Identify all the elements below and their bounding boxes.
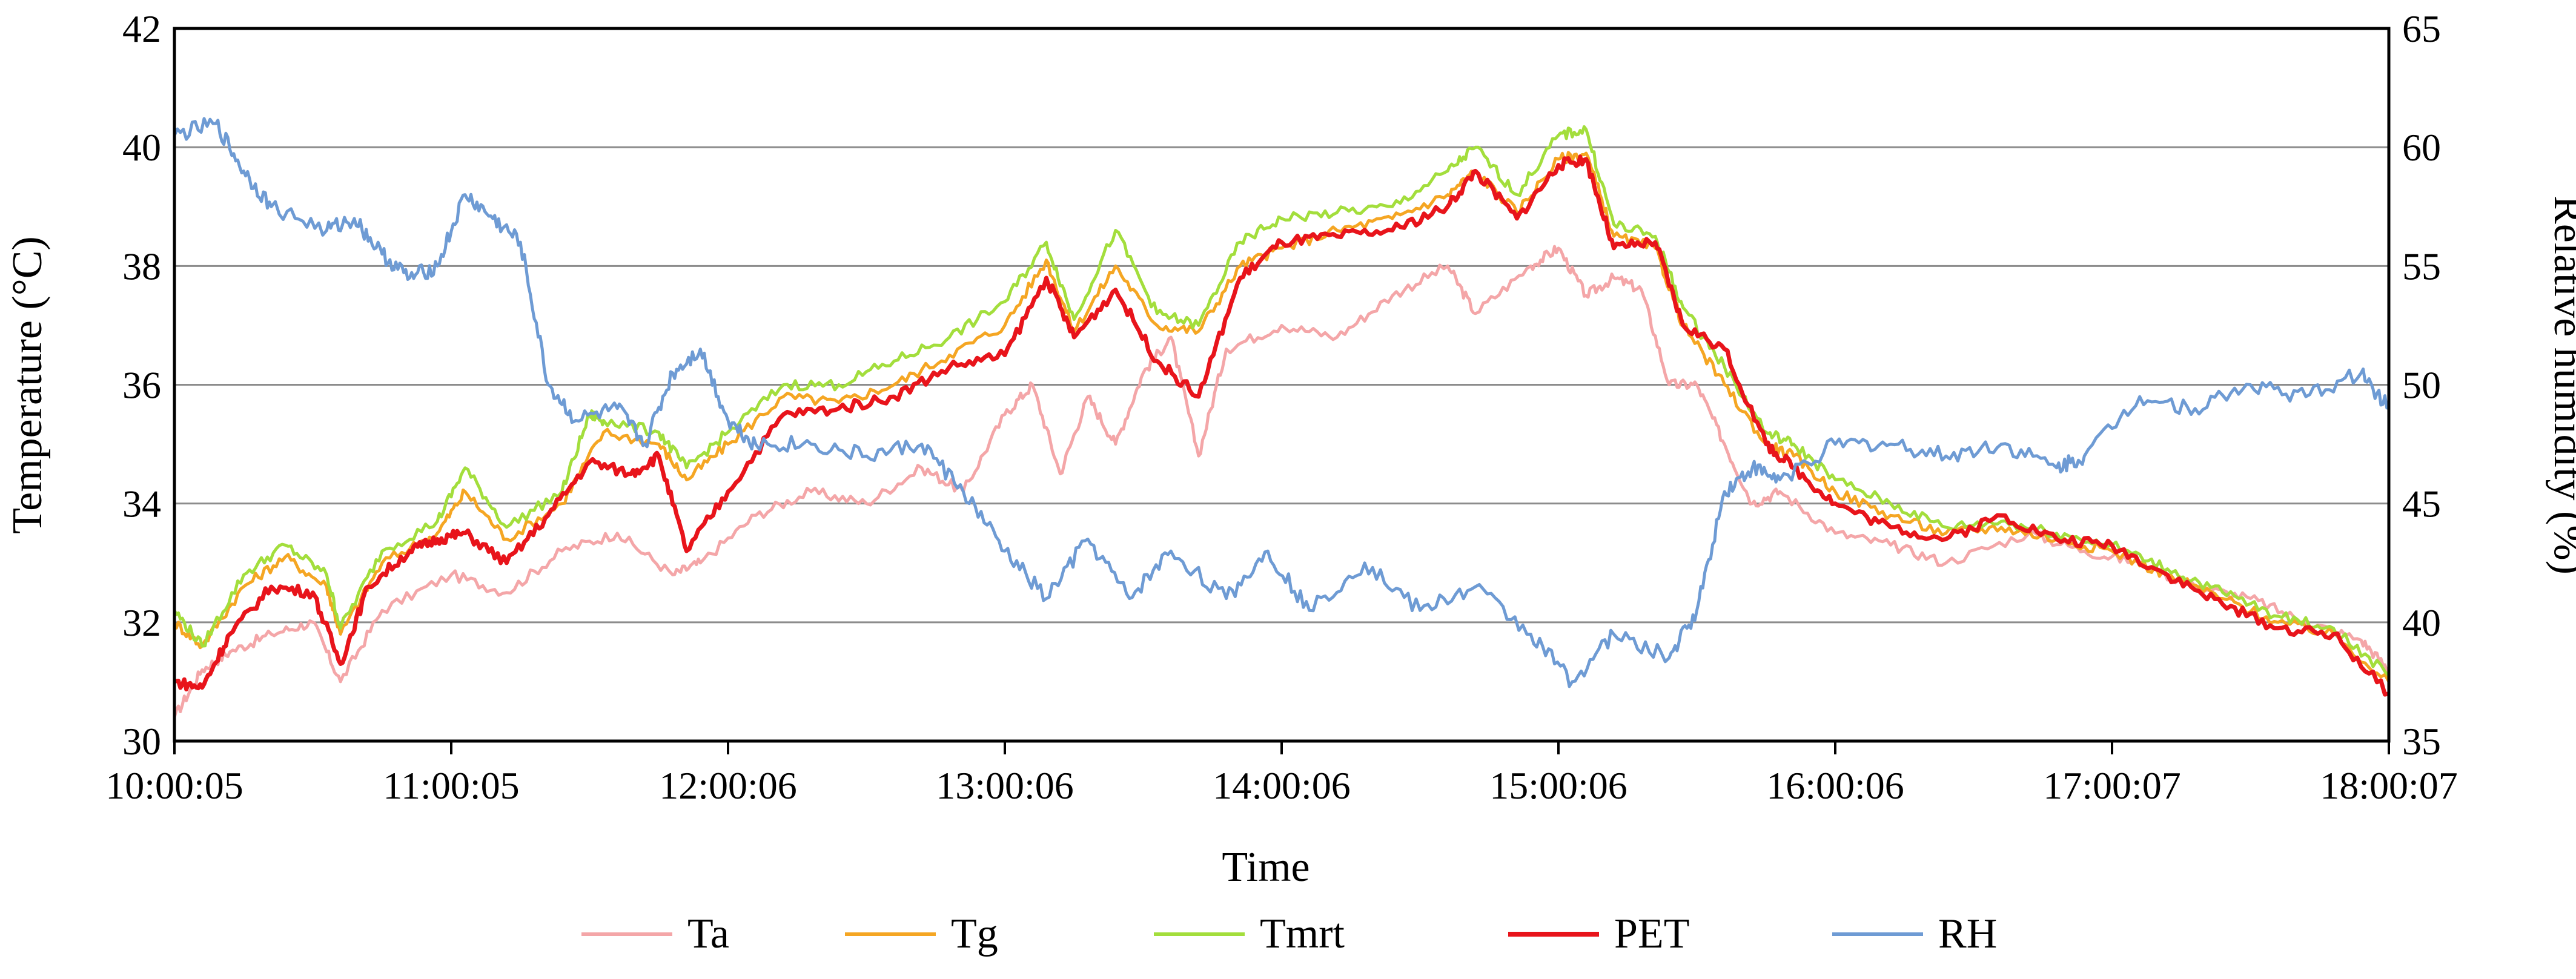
y2-tick-label: 50 <box>2402 364 2441 407</box>
right-axis-ticks: 35 40 45 50 55 60 65 <box>2402 7 2441 763</box>
legend: Ta Tg Tmrt PET RH <box>581 911 1997 957</box>
x-tick-label: 15:00:06 <box>1489 764 1627 807</box>
legend-label-tg: Tg <box>951 911 998 957</box>
y-tick-label: 32 <box>122 601 161 644</box>
y-tick-label: 42 <box>122 7 161 50</box>
y-tick-label: 34 <box>122 483 161 526</box>
y2-tick-label: 40 <box>2402 601 2441 644</box>
legend-label-tmrt: Tmrt <box>1260 911 1345 957</box>
x-axis-title: Time <box>1222 844 1310 891</box>
y-tick-label: 40 <box>122 126 161 169</box>
y-tick-label: 36 <box>122 364 161 407</box>
y2-tick-label: 65 <box>2402 7 2441 50</box>
legend-label-ta: Ta <box>687 911 729 957</box>
x-tick-label: 16:00:06 <box>1766 764 1904 807</box>
legend-label-pet: PET <box>1614 911 1689 957</box>
series-line-pet <box>173 154 2389 697</box>
x-tick-label: 14:00:06 <box>1213 764 1351 807</box>
x-tick-label: 13:00:06 <box>936 764 1074 807</box>
x-tick-label: 17:00:07 <box>2043 764 2181 807</box>
y-axis-title: Temperature (°C) <box>4 236 51 533</box>
series-line-rh <box>173 117 2389 688</box>
y2-tick-label: 55 <box>2402 245 2441 288</box>
left-axis-ticks: 30 32 34 36 38 40 42 <box>122 7 161 763</box>
series-line-tmrt <box>173 125 2390 677</box>
series-line-tg <box>173 151 2391 683</box>
x-tick-label: 12:00:06 <box>659 764 797 807</box>
y-tick-label: 38 <box>122 245 161 288</box>
x-tick-label: 10:00:05 <box>105 764 243 807</box>
y2-axis-title: Relative humidity (%) <box>2545 196 2576 575</box>
x-tick-label: 11:00:05 <box>383 764 519 807</box>
y2-tick-label: 60 <box>2402 126 2441 169</box>
series-lines <box>173 117 2391 718</box>
y2-tick-label: 45 <box>2402 483 2441 526</box>
legend-label-rh: RH <box>1938 911 1997 957</box>
x-axis-ticks: 10:00:05 11:00:05 12:00:06 13:00:06 14:00:06… <box>105 741 2458 807</box>
y-tick-label: 30 <box>122 720 161 763</box>
x-tick-label: 18:00:07 <box>2320 764 2458 807</box>
y2-tick-label: 35 <box>2402 720 2441 763</box>
series-line-ta <box>173 245 2390 718</box>
